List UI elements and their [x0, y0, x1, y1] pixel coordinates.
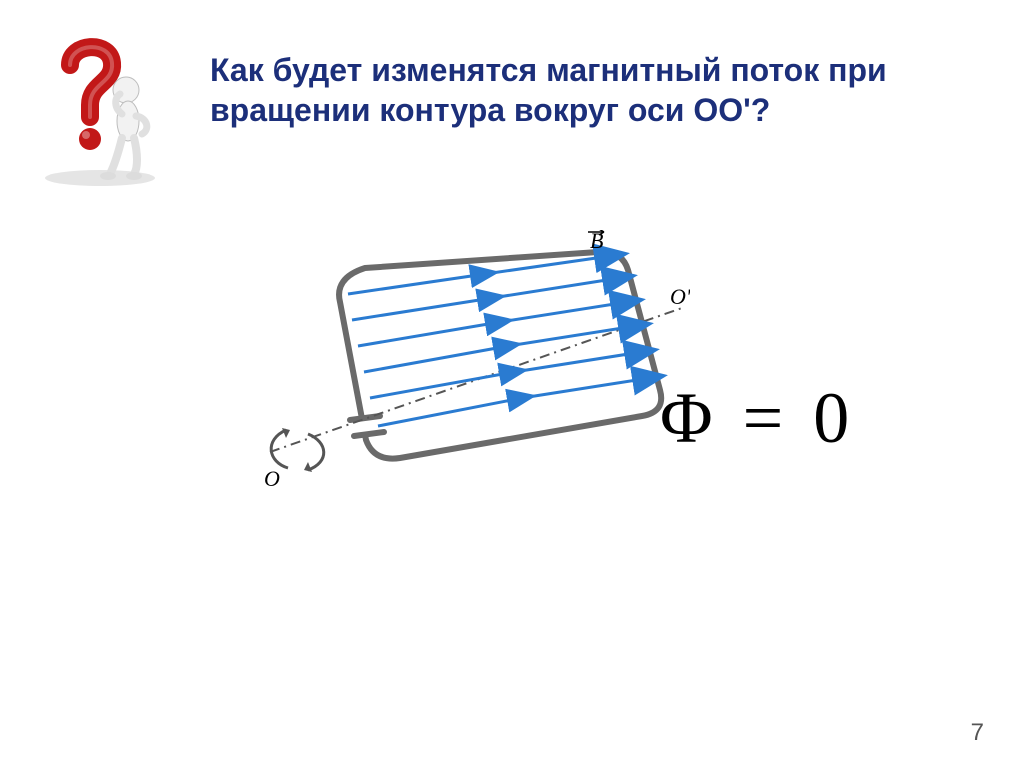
question-mark-thinker-icon [20, 30, 180, 190]
svg-text:O: O [264, 466, 280, 491]
equation-equals: = [743, 377, 786, 460]
svg-text:O': O' [670, 284, 690, 309]
equation-phi: Φ [660, 377, 715, 460]
flux-equation: Φ = 0 [660, 370, 851, 460]
page-number: 7 [971, 719, 984, 747]
equation-rhs: 0 [813, 377, 851, 460]
slide-title: Как будет изменятся магнитный поток при … [210, 50, 930, 130]
loop-in-field-diagram: B O O' [230, 230, 690, 530]
